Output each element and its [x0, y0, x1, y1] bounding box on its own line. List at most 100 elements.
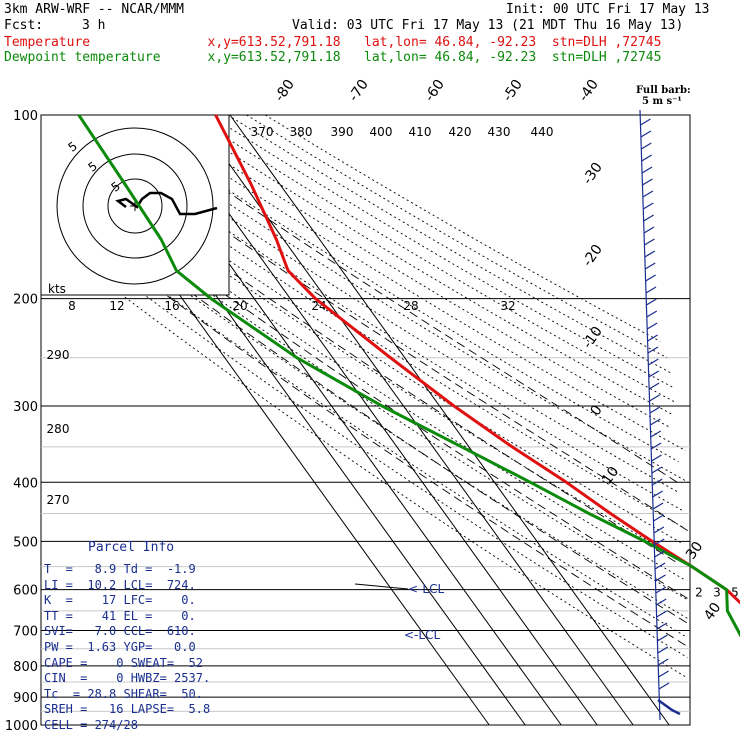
wind-barb [642, 190, 654, 198]
isotherm-label: -10 [580, 324, 606, 352]
wind-barb [643, 214, 654, 222]
full-barb-units: 5 m s⁻¹ [642, 96, 682, 107]
dry-adiabat [58, 184, 690, 601]
wind-barb [642, 202, 654, 210]
dry-adiabat [209, 114, 674, 389]
mixing-ratio-label: 5 [731, 585, 739, 599]
dry-adiabat [134, 114, 686, 451]
isentrope-label: 420 [449, 125, 472, 139]
isentrope-label: 440 [531, 125, 554, 139]
wind-barb [642, 178, 653, 186]
dry-adiabat [70, 239, 688, 658]
wind-barb [650, 442, 662, 450]
wind-barb [657, 658, 669, 666]
wind-barb [640, 118, 651, 126]
wind-barb [658, 682, 670, 690]
isotherm-label: 30 [683, 539, 706, 563]
pressure-label-500: 500 [13, 535, 38, 550]
dewpoint-legend: Dewpoint temperature x,y=613.52,791.18 l… [4, 50, 662, 65]
hodograph-ring [82, 153, 188, 259]
wind-barb [656, 610, 667, 618]
wind-barb [654, 562, 666, 570]
dry-adiabat [73, 151, 684, 545]
wind-barb [647, 334, 658, 342]
parcel-row: CELL = 274/28 [44, 717, 138, 732]
isentrope-label: 390 [331, 125, 354, 139]
parcel-row: TT = 41 EL = 0. [44, 608, 196, 623]
moist-adiabat [46, 162, 688, 599]
theta-label: 290 [47, 348, 70, 362]
model-title: 3km ARW-WRF -- NCAR/MMM [4, 2, 185, 17]
isotherm-label: -50 [500, 77, 526, 105]
wind-barb [641, 154, 653, 162]
parcel-info-table: T = 8.9 Td = -1.9 LI = 10.2 LCL= 724. K = … [44, 562, 210, 734]
isotherm-label: -80 [272, 77, 298, 105]
lcl-label: <-LCL [404, 628, 440, 642]
moist-adiabat [185, 162, 678, 483]
wind-barb [655, 586, 667, 594]
wind-barb [653, 514, 664, 522]
dry-adiabat [56, 213, 686, 637]
parcel-row: T = 8.9 Td = -1.9 [44, 562, 196, 576]
isotherm-line [229, 114, 670, 726]
wind-barb [655, 574, 666, 582]
mixing-ratio-label: 2 [695, 585, 703, 599]
parcel-row: Tc = 28.8 SHEAR= 50. [44, 686, 203, 701]
wind-barb [647, 346, 659, 354]
dry-adiabat [78, 114, 679, 493]
temperature-line [214, 114, 740, 605]
wind-barb [646, 298, 657, 306]
wind-barb [655, 598, 667, 606]
wind-barb [657, 646, 669, 654]
pressure-label-300: 300 [13, 400, 38, 415]
hodograph-ring [107, 178, 163, 234]
wind-barb [644, 238, 655, 246]
isentrope-label: 380 [290, 125, 313, 139]
lcl-label: <-LCL [408, 582, 444, 596]
wind-barb [640, 130, 652, 138]
dry-adiabat [246, 114, 668, 359]
isotherm-line [157, 114, 598, 726]
hodograph-units: kts [48, 282, 66, 296]
wind-barb [652, 502, 664, 510]
wind-barb [648, 370, 660, 378]
pressure-label-600: 600 [13, 584, 38, 599]
moist-adiabat-lines [45, 162, 688, 646]
parcel-row: SVI= 7.0 CCL= 610. [44, 624, 196, 639]
mixing-ratio-lines: 23581220 [695, 585, 739, 599]
dry-adiabat [171, 114, 673, 416]
parcel-row: PW = 1.63 YGP= 0.0 [44, 639, 196, 654]
isentrope-label: 430 [488, 125, 511, 139]
isotherm-label: -70 [346, 77, 372, 105]
dewpoint-line [77, 114, 740, 638]
wind-barbs [639, 109, 681, 721]
wind-barb [653, 538, 665, 546]
pressure-label-1000: 1000 [5, 719, 38, 734]
wind-barb [653, 526, 665, 534]
isentrope-label: 400 [370, 125, 393, 139]
dry-adiabat [54, 151, 681, 560]
mixing-ratio-label: 3 [713, 585, 721, 599]
wind-barb [641, 166, 653, 174]
wind-barb [654, 550, 665, 558]
hodo-speed-label: 12 [109, 299, 124, 313]
hodo-speed-label: 28 [403, 299, 418, 313]
wind-barb [640, 142, 652, 150]
wind-barb [648, 382, 660, 390]
pressure-label-900: 900 [13, 691, 38, 706]
isotherm-label: -40 [576, 77, 602, 105]
wind-barb [646, 310, 658, 318]
wind-barb [658, 670, 669, 678]
wind-barb [643, 226, 655, 234]
wind-barb [646, 322, 658, 330]
isotherm-label: -60 [422, 77, 448, 105]
parcel-row: LI = 10.2 LCL= 724. [44, 577, 196, 592]
wind-barb [645, 286, 657, 294]
pressure-label-400: 400 [13, 476, 38, 491]
parcel-row: K = 17 LFC= 0. [44, 593, 196, 608]
hodograph-ring [56, 127, 214, 285]
parcel-row: CAPE = 0 SWEAT= 52 [44, 655, 203, 670]
wind-barb [657, 698, 681, 716]
wind-barb [649, 406, 661, 414]
